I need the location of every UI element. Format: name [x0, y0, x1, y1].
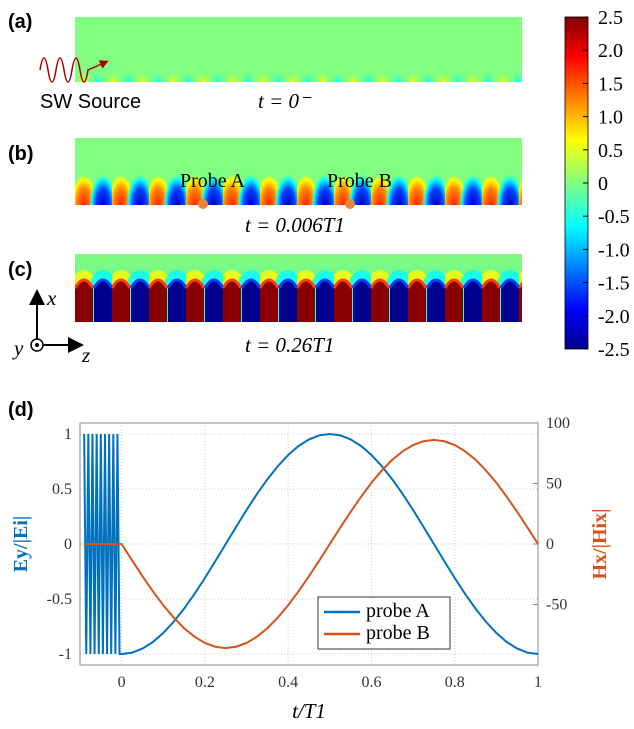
colorbar-tick-label: -1.0	[598, 239, 630, 261]
source-label: SW Source	[40, 91, 141, 113]
x-tick-label: 0	[118, 674, 126, 691]
axis-name: y	[12, 336, 24, 360]
time-label: t = 0⁻	[258, 89, 312, 113]
field-pattern	[75, 17, 522, 82]
plot: 0 0.2 0.4 0.6 0.8 1 -1 -0.5 0 0.5 1 -50 0 50 100 t/T1 Ey…	[10, 415, 611, 723]
panel-label: (b)	[8, 143, 34, 165]
x-tick-label: 0.4	[278, 674, 298, 691]
source-wave	[39, 57, 109, 83]
probe-label: Probe B	[327, 170, 392, 192]
colorbar-tick-label: -2.5	[598, 339, 630, 361]
y2-tick-label: 50	[546, 476, 562, 493]
axis-name: z	[81, 343, 90, 367]
y-tick-label: -1	[59, 646, 72, 663]
y-tick-label: 1	[64, 426, 72, 443]
colorbar-tick-label: 1.0	[598, 107, 623, 129]
x-tick-label: 0.8	[445, 674, 465, 691]
legend-label: probe A	[366, 600, 430, 622]
x-tick-label: 1	[534, 674, 542, 691]
panel-label: (c)	[8, 259, 32, 281]
x-axis-label: t/T1	[292, 699, 326, 723]
x-tick-label: 0.2	[195, 674, 215, 691]
colorbar-tick-label: 2.5	[598, 7, 623, 29]
series-line	[83, 432, 539, 655]
x-tick-label: 0.6	[361, 674, 381, 691]
colorbar-ticks: 2.5 2.0 1.5 1.0 0.5 0 -0.5 -1.0 -1.5 -2.0 -2.5	[583, 7, 630, 361]
y-tick-label: 0.5	[52, 481, 72, 498]
series-line	[84, 438, 539, 650]
panel-label: (a)	[8, 11, 32, 33]
probe-label: Probe A	[180, 170, 246, 192]
time-label: t = 0.26T1	[245, 333, 334, 357]
probe-dot	[198, 199, 208, 209]
panel-label: (d)	[8, 399, 34, 421]
colorbar-tick-label: 0	[598, 173, 608, 195]
field-map	[75, 254, 522, 322]
legend-label: probe B	[366, 622, 430, 644]
y2-tick-label: 100	[546, 415, 570, 432]
colorbar-tick-label: 0.5	[598, 140, 623, 162]
field-pattern	[75, 138, 522, 205]
y-tick-label: 0	[64, 536, 72, 553]
axis-name: x	[46, 286, 57, 310]
colorbar-tick-label: -1.5	[598, 273, 630, 295]
axis-out-dot	[35, 343, 39, 347]
y-axis-label: Ey/|Ei|	[10, 516, 32, 573]
colorbar-tick-label: -0.5	[598, 206, 630, 228]
y2-tick-label: 0	[546, 536, 554, 553]
colorbar-tick-label: 2.0	[598, 40, 623, 62]
y2-axis-label: Hx/|Hix|	[589, 508, 611, 579]
y2-tick-label: -50	[546, 597, 567, 614]
time-label: t = 0.006T1	[245, 213, 345, 237]
legend-box	[317, 596, 451, 650]
y-tick-label: -0.5	[47, 591, 72, 608]
colorbar-tick-label: 1.5	[598, 73, 623, 95]
colorbar-tick-label: -2.0	[598, 306, 630, 328]
probe-dot	[345, 199, 355, 209]
